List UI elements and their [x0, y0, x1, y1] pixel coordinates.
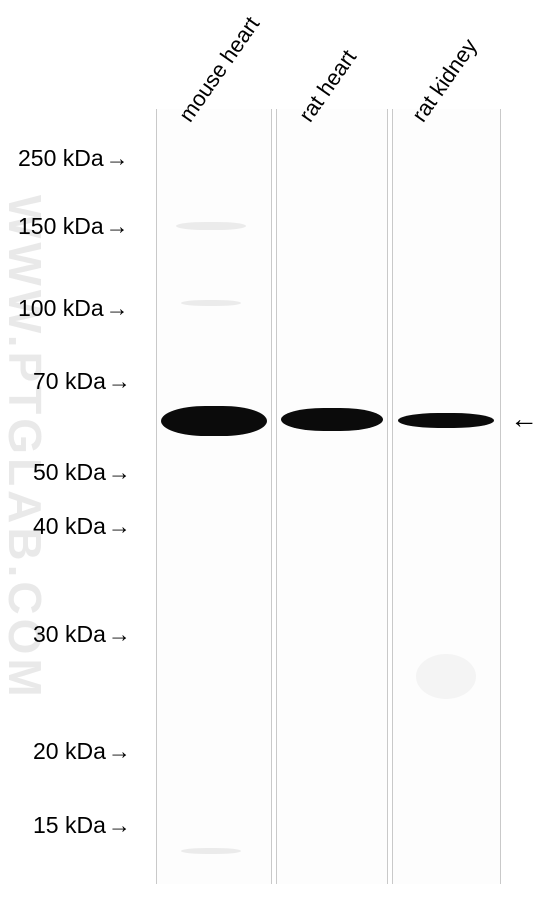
marker-100: 100 kDa→: [18, 295, 129, 322]
lane-2-border: [276, 109, 388, 884]
marker-250-text: 250 kDa: [18, 145, 104, 171]
faint-band-1: [176, 222, 246, 230]
marker-arrow-icon: →: [108, 738, 131, 765]
faint-band-3: [181, 848, 241, 854]
band-lane1: [161, 406, 267, 436]
marker-15: 15 kDa→: [33, 812, 131, 839]
marker-arrow-icon: →: [108, 812, 131, 839]
marker-arrow-icon: →: [108, 621, 131, 648]
marker-50-text: 50 kDa: [33, 459, 106, 485]
marker-150: 150 kDa→: [18, 213, 129, 240]
faint-band-2: [181, 300, 241, 306]
marker-70: 70 kDa→: [33, 368, 131, 395]
marker-70-text: 70 kDa: [33, 368, 106, 394]
marker-20: 20 kDa→: [33, 738, 131, 765]
smudge-1: [416, 654, 476, 699]
marker-40-text: 40 kDa: [33, 513, 106, 539]
lane-divider-1: [272, 109, 276, 884]
marker-50: 50 kDa→: [33, 459, 131, 486]
western-blot-figure: WWW.PTGLAB.COM mouse heart rat heart rat…: [0, 0, 550, 903]
band-lane3: [398, 413, 494, 428]
marker-15-text: 15 kDa: [33, 812, 106, 838]
marker-arrow-icon: →: [108, 513, 131, 540]
marker-250: 250 kDa→: [18, 145, 129, 172]
marker-40: 40 kDa→: [33, 513, 131, 540]
lane-3-border: [392, 109, 501, 884]
marker-arrow-icon: →: [106, 295, 129, 322]
lane-divider-2: [388, 109, 392, 884]
marker-20-text: 20 kDa: [33, 738, 106, 764]
marker-arrow-icon: →: [108, 459, 131, 486]
marker-30: 30 kDa→: [33, 621, 131, 648]
band-lane2: [281, 408, 383, 431]
target-band-arrow-icon: ←: [510, 403, 538, 435]
marker-30-text: 30 kDa: [33, 621, 106, 647]
blot-membrane: [156, 109, 501, 884]
marker-arrow-icon: →: [106, 213, 129, 240]
marker-150-text: 150 kDa: [18, 213, 104, 239]
marker-arrow-icon: →: [106, 145, 129, 172]
marker-arrow-icon: →: [108, 368, 131, 395]
marker-100-text: 100 kDa: [18, 295, 104, 321]
